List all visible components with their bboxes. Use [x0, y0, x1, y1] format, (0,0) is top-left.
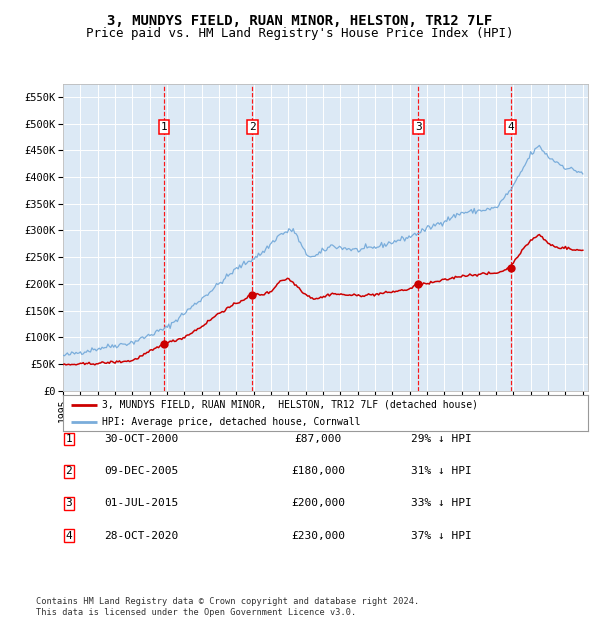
Text: 37% ↓ HPI: 37% ↓ HPI [410, 531, 472, 541]
Text: 01-JUL-2015: 01-JUL-2015 [104, 498, 178, 508]
Text: Contains HM Land Registry data © Crown copyright and database right 2024.
This d: Contains HM Land Registry data © Crown c… [36, 598, 419, 617]
Text: 1: 1 [65, 434, 73, 444]
Text: 3: 3 [65, 498, 73, 508]
Text: £180,000: £180,000 [291, 466, 345, 476]
Text: 2: 2 [65, 466, 73, 476]
Text: 2: 2 [249, 122, 256, 131]
Text: 09-DEC-2005: 09-DEC-2005 [104, 466, 178, 476]
Text: 3, MUNDYS FIELD, RUAN MINOR, HELSTON, TR12 7LF: 3, MUNDYS FIELD, RUAN MINOR, HELSTON, TR… [107, 14, 493, 28]
Text: 4: 4 [65, 531, 73, 541]
Text: 3, MUNDYS FIELD, RUAN MINOR,  HELSTON, TR12 7LF (detached house): 3, MUNDYS FIELD, RUAN MINOR, HELSTON, TR… [103, 400, 478, 410]
Text: 31% ↓ HPI: 31% ↓ HPI [410, 466, 472, 476]
Text: 33% ↓ HPI: 33% ↓ HPI [410, 498, 472, 508]
Text: £87,000: £87,000 [295, 434, 341, 444]
Text: £200,000: £200,000 [291, 498, 345, 508]
Text: 29% ↓ HPI: 29% ↓ HPI [410, 434, 472, 444]
Text: 30-OCT-2000: 30-OCT-2000 [104, 434, 178, 444]
Text: 3: 3 [415, 122, 422, 131]
Text: 4: 4 [507, 122, 514, 131]
Text: HPI: Average price, detached house, Cornwall: HPI: Average price, detached house, Corn… [103, 417, 361, 427]
Text: 28-OCT-2020: 28-OCT-2020 [104, 531, 178, 541]
Text: Price paid vs. HM Land Registry's House Price Index (HPI): Price paid vs. HM Land Registry's House … [86, 27, 514, 40]
Text: 1: 1 [161, 122, 167, 131]
Text: £230,000: £230,000 [291, 531, 345, 541]
